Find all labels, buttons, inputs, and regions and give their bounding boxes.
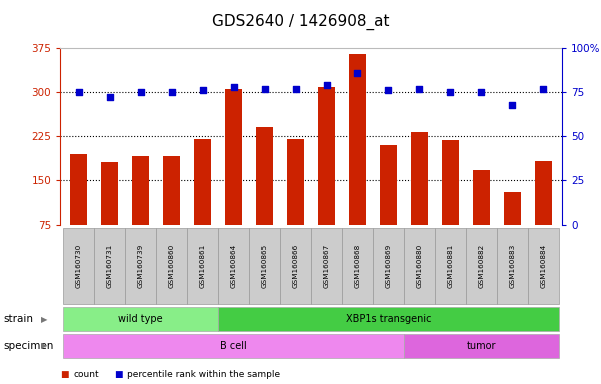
Point [322, 82, 331, 88]
FancyBboxPatch shape [528, 228, 559, 304]
Text: percentile rank within the sample: percentile rank within the sample [127, 370, 281, 379]
Point [445, 89, 455, 95]
FancyBboxPatch shape [342, 228, 373, 304]
Bar [132, 156, 149, 225]
FancyBboxPatch shape [280, 228, 311, 304]
Point [353, 70, 362, 76]
Text: GSM160860: GSM160860 [169, 244, 175, 288]
FancyBboxPatch shape [63, 307, 218, 331]
Bar [287, 139, 304, 225]
FancyBboxPatch shape [404, 228, 435, 304]
Text: ■: ■ [114, 370, 123, 379]
FancyBboxPatch shape [218, 307, 559, 331]
Text: GSM160861: GSM160861 [200, 244, 206, 288]
FancyBboxPatch shape [156, 228, 187, 304]
Point [477, 89, 486, 95]
Text: GSM160884: GSM160884 [540, 244, 546, 288]
Text: strain: strain [3, 314, 33, 324]
Text: GSM160869: GSM160869 [385, 244, 391, 288]
Bar [380, 145, 397, 225]
Text: GSM160880: GSM160880 [416, 244, 423, 288]
Bar [504, 192, 521, 225]
Text: GSM160868: GSM160868 [355, 244, 361, 288]
Point [383, 87, 393, 93]
Bar [349, 54, 366, 225]
Text: count: count [73, 370, 99, 379]
Text: GSM160731: GSM160731 [106, 244, 112, 288]
FancyBboxPatch shape [94, 228, 125, 304]
Bar [101, 162, 118, 225]
Text: GSM160867: GSM160867 [323, 244, 329, 288]
Point [291, 86, 300, 92]
FancyBboxPatch shape [466, 228, 497, 304]
Bar [442, 141, 459, 225]
Bar [256, 127, 273, 225]
Text: GSM160883: GSM160883 [510, 244, 516, 288]
Text: GSM160882: GSM160882 [478, 244, 484, 288]
Bar [70, 154, 87, 225]
Text: GSM160881: GSM160881 [447, 244, 453, 288]
Text: specimen: specimen [3, 341, 53, 351]
FancyBboxPatch shape [125, 228, 156, 304]
Point [538, 86, 548, 92]
FancyBboxPatch shape [218, 228, 249, 304]
Point [167, 89, 177, 95]
Text: GSM160739: GSM160739 [138, 244, 144, 288]
FancyBboxPatch shape [63, 228, 94, 304]
Bar [225, 89, 242, 225]
Bar [411, 132, 428, 225]
Bar [194, 139, 211, 225]
Bar [163, 156, 180, 225]
Text: GSM160866: GSM160866 [293, 244, 299, 288]
Text: GSM160864: GSM160864 [231, 244, 237, 288]
Point [415, 86, 424, 92]
Bar [473, 170, 490, 225]
Text: GSM160865: GSM160865 [261, 244, 267, 288]
Bar [318, 88, 335, 225]
Text: XBP1s transgenic: XBP1s transgenic [346, 314, 431, 324]
Point [229, 84, 239, 90]
Text: tumor: tumor [466, 341, 496, 351]
Text: ▶: ▶ [41, 314, 47, 324]
Point [508, 101, 517, 108]
Bar [535, 161, 552, 225]
FancyBboxPatch shape [404, 334, 559, 358]
Text: wild type: wild type [118, 314, 163, 324]
Text: B cell: B cell [220, 341, 247, 351]
FancyBboxPatch shape [497, 228, 528, 304]
FancyBboxPatch shape [249, 228, 280, 304]
Point [136, 89, 145, 95]
Point [105, 94, 114, 101]
FancyBboxPatch shape [311, 228, 342, 304]
Text: GSM160730: GSM160730 [76, 244, 82, 288]
FancyBboxPatch shape [63, 334, 404, 358]
Point [198, 87, 207, 93]
Point [260, 86, 269, 92]
Text: ▶: ▶ [41, 341, 47, 351]
FancyBboxPatch shape [435, 228, 466, 304]
Text: ■: ■ [60, 370, 69, 379]
FancyBboxPatch shape [187, 228, 218, 304]
Point [74, 89, 84, 95]
FancyBboxPatch shape [373, 228, 404, 304]
Text: GDS2640 / 1426908_at: GDS2640 / 1426908_at [212, 13, 389, 30]
